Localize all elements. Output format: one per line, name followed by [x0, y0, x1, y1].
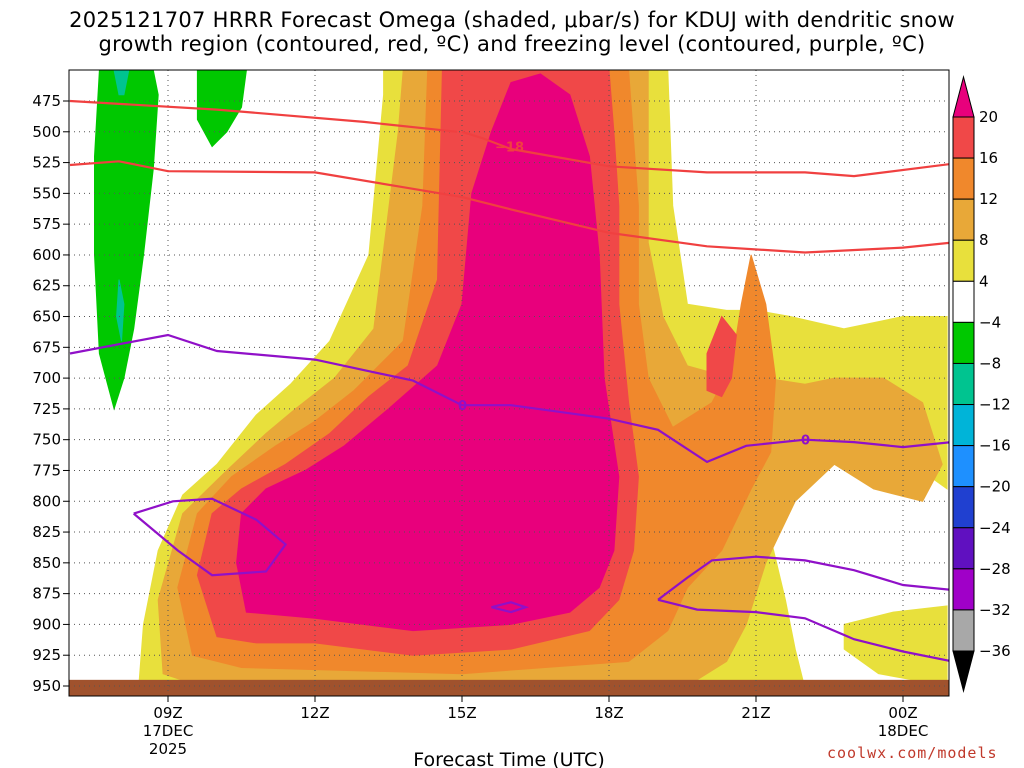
x-tick-label-21Z: 21Z — [741, 704, 770, 722]
y-tick-label-650: 650 — [32, 308, 61, 326]
ground-layer — [69, 679, 949, 696]
colorbar-bin-12 — [952, 568, 975, 611]
y-axis: 475 500 525 550 575 600 625 650 675 700 725 750 775 8… — [32, 92, 69, 695]
credit-text: coolwx.com/models — [827, 744, 998, 762]
colorbar-bin-5 — [952, 280, 975, 323]
freezing-contour-0 — [69, 333, 949, 464]
freezing-contour-4 — [491, 601, 530, 614]
x-tick-label-15Z: 15Z — [447, 704, 476, 722]
y-tick-label-550: 550 — [32, 184, 61, 202]
chart-title-line1: 2025121707 HRRR Forecast Omega (shaded, … — [69, 8, 955, 32]
y-tick-label-600: 600 — [32, 246, 61, 264]
plot-frame — [68, 69, 950, 697]
y-tick-label-700: 700 — [32, 369, 61, 387]
x-axis-title: Forecast Time (UTC) — [413, 749, 604, 768]
x-tick-date-00Z: 18DEC — [878, 722, 929, 740]
colorbar-label-8: −16 — [979, 437, 1011, 455]
dgz-contour-0 — [69, 99, 458, 133]
y-tick-label-775: 775 — [32, 461, 61, 479]
colorbar-label-10: −24 — [979, 519, 1011, 537]
colorbar-bin-10 — [952, 486, 975, 529]
x-tick-year-09Z: 2025 — [149, 740, 187, 758]
x-tick-label-00Z: 00Z — [888, 704, 917, 722]
x-tick-date-09Z: 17DEC — [143, 722, 194, 740]
plot-border — [68, 69, 950, 697]
grid-lines — [69, 70, 949, 696]
colorbar-bin-1 — [952, 116, 975, 159]
y-tick-label-800: 800 — [32, 492, 61, 510]
freezing-contour-label-0: 0 — [458, 399, 467, 414]
colorbar-label-4: 4 — [979, 272, 989, 290]
y-tick-label-750: 750 — [32, 431, 61, 449]
colorbar-top-arrow — [952, 75, 975, 118]
x-tick-label-18Z: 18Z — [594, 704, 623, 722]
colorbar-bin-11 — [952, 527, 975, 570]
colorbar-label-11: −28 — [979, 560, 1011, 578]
freezing-contour-1 — [132, 497, 288, 577]
colorbar-label-7: −12 — [979, 396, 1011, 414]
y-tick-label-900: 900 — [32, 615, 61, 633]
y-tick-label-950: 950 — [32, 677, 61, 695]
dgz-contour-1 — [69, 160, 949, 254]
chart-title: 2025121707 HRRR Forecast Omega (shaded, … — [0, 8, 1024, 56]
colorbar-bin-13 — [952, 609, 975, 652]
colorbar-label-0: 20 — [979, 108, 998, 126]
dgz-contour-label-0: −18 — [495, 141, 524, 156]
contour-lines: −18 0 0 — [69, 99, 949, 662]
y-tick-label-500: 500 — [32, 123, 61, 141]
y-tick-label-625: 625 — [32, 277, 61, 295]
freezing-contour-3 — [657, 598, 949, 662]
colorbar-bin-6 — [952, 321, 975, 364]
omega-region-6 — [94, 70, 159, 411]
y-tick-label-875: 875 — [32, 585, 61, 603]
colorbar-label-5: −4 — [979, 313, 1001, 331]
colorbar-label-6: −8 — [979, 354, 1001, 372]
colorbar-label-12: −32 — [979, 601, 1011, 619]
dgz-contour-2 — [461, 130, 949, 178]
freezing-contour-label-1: 0 — [801, 434, 810, 449]
colorbar-bin-2 — [952, 157, 975, 200]
x-tick-label-12Z: 12Z — [300, 704, 329, 722]
colorbar-bottom-arrow — [952, 650, 975, 693]
y-tick-label-725: 725 — [32, 400, 61, 418]
freezing-contour-2 — [657, 555, 949, 601]
y-tick-label-825: 825 — [32, 523, 61, 541]
y-tick-label-925: 925 — [32, 646, 61, 664]
colorbar-label-13: −36 — [979, 642, 1011, 660]
colorbar-bin-7 — [952, 362, 975, 406]
y-tick-label-675: 675 — [32, 338, 61, 356]
chart-title-line2: growth region (contoured, red, ºC) and f… — [98, 32, 926, 56]
colorbar-bin-8 — [952, 404, 975, 447]
colorbar-label-3: 8 — [979, 231, 989, 249]
omega-region-4 — [706, 315, 737, 398]
y-tick-label-850: 850 — [32, 554, 61, 572]
ground-fill — [69, 679, 949, 696]
colorbar-bin-3 — [952, 198, 975, 241]
colorbar-bin-9 — [952, 445, 975, 488]
colorbar-label-2: 12 — [979, 190, 998, 208]
omega-region-9 — [116, 279, 125, 342]
x-tick-label-09Z: 09Z — [153, 704, 182, 722]
colorbar-legend: 20 16 12 8 4 −4 −8 −12 −16 −20 −24 −28 −32 −36 — [952, 75, 1011, 693]
y-tick-label-475: 475 — [32, 92, 61, 110]
y-tick-label-575: 575 — [32, 215, 61, 233]
colorbar-label-9: −20 — [979, 478, 1011, 496]
colorbar-bin-4 — [952, 239, 975, 282]
y-tick-label-525: 525 — [32, 154, 61, 172]
colorbar-label-1: 16 — [979, 149, 998, 167]
omega-shading — [94, 70, 948, 689]
